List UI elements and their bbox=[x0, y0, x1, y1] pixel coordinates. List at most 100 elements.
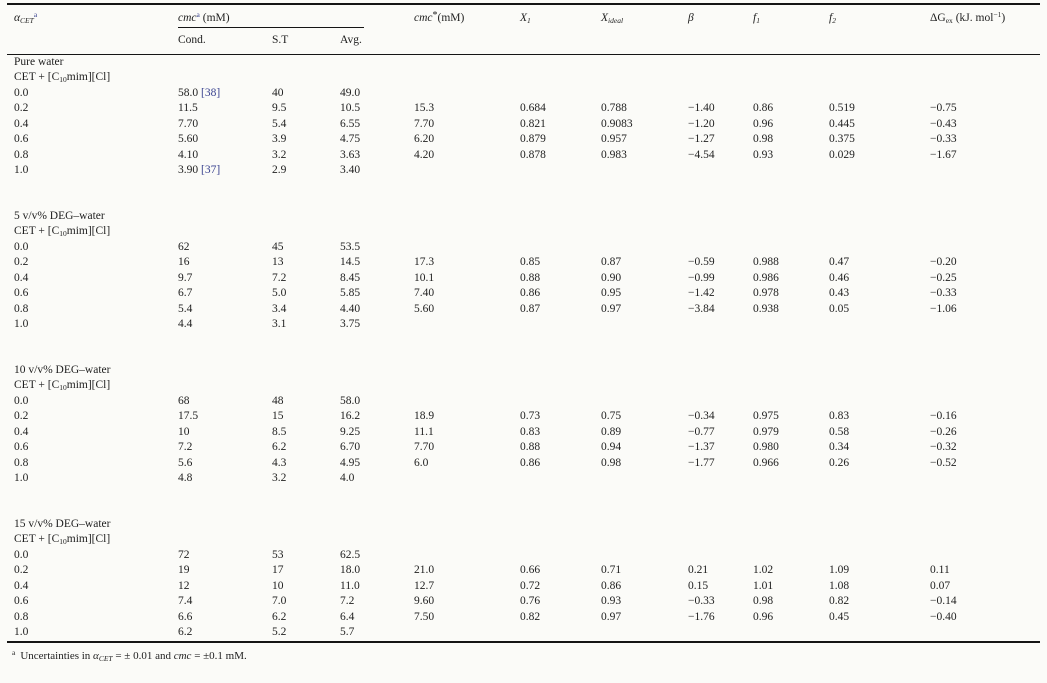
section-title: 15 v/v% DEG–water bbox=[14, 517, 111, 530]
cell-x-ideal: 0.93 bbox=[601, 595, 622, 607]
cell-cond: 58.0 [38] bbox=[178, 86, 221, 99]
cell-cmc-star: 5.60 bbox=[414, 302, 435, 315]
cell-alpha: 0.4 bbox=[14, 425, 29, 438]
cell-cond: 6.7 bbox=[178, 287, 193, 299]
cell-beta: −1.40 bbox=[688, 102, 715, 114]
section-title: 10 v/v% DEG–water bbox=[14, 363, 111, 376]
cell-beta bbox=[681, 471, 746, 487]
col-header-cmc-star: cmc*(mM) bbox=[414, 10, 465, 25]
table-body: Pure water CET + [C10mim][Cl] 0.0 58.0 [38]… bbox=[7, 54, 1040, 642]
data-row: 1.0 6.2 5.2 5.7 bbox=[7, 625, 1040, 642]
cell-f1: 0.96 bbox=[753, 117, 774, 130]
cell-avg: 3.40 bbox=[340, 164, 361, 176]
cell-x1: 0.82 bbox=[520, 610, 541, 623]
cell-cond: 9.7 bbox=[178, 271, 193, 284]
data-row: 0.2 16 13 14.5 17.3 0.85 0.87 −0.59 0.988 0.47 −0.… bbox=[7, 255, 1040, 271]
footnote-text: = ±0.1 mM. bbox=[191, 649, 247, 662]
system-label: CET + [C10mim][Cl] bbox=[14, 225, 111, 238]
cell-avg: 5.7 bbox=[340, 626, 355, 638]
cell-dg-ex: −0.14 bbox=[930, 595, 957, 607]
cell-dg-ex: −0.25 bbox=[930, 271, 957, 284]
cell-alpha: 0.2 bbox=[14, 564, 29, 576]
cell-cond: 3.90 [37] bbox=[178, 164, 221, 176]
cell-cond: 12 bbox=[178, 579, 190, 592]
cell-dg-ex bbox=[923, 240, 1040, 256]
cell-avg: 58.0 bbox=[340, 394, 361, 407]
cell-beta: 0.21 bbox=[688, 564, 709, 576]
col-header-dg-ex: ΔGex (kJ. mol−1) bbox=[930, 10, 1006, 25]
cell-dg-ex bbox=[923, 86, 1040, 102]
citation-link[interactable]: [38] bbox=[201, 86, 221, 99]
cell-dg-ex: −0.40 bbox=[930, 610, 957, 623]
cell-st: 48 bbox=[272, 394, 284, 407]
section-spacer-cell bbox=[7, 487, 1040, 517]
cell-x1: 0.88 bbox=[520, 271, 541, 284]
data-row: 0.0 62 45 53.5 bbox=[7, 240, 1040, 256]
footnote-marker-link[interactable]: a bbox=[196, 10, 200, 19]
cell-alpha: 0.4 bbox=[14, 579, 29, 592]
cell-avg: 14.5 bbox=[340, 256, 361, 268]
cell-f1 bbox=[746, 548, 822, 564]
cell-st: 15 bbox=[272, 410, 284, 422]
cell-alpha: 0.8 bbox=[14, 148, 29, 161]
cell-beta bbox=[681, 163, 746, 179]
cell-dg-ex: −0.16 bbox=[930, 410, 957, 422]
footnote-marker-link[interactable]: a bbox=[33, 10, 38, 19]
cell-dg-ex: −1.06 bbox=[930, 302, 957, 315]
cell-f1: 0.979 bbox=[753, 425, 779, 438]
section-spacer bbox=[7, 333, 1040, 363]
cell-f2 bbox=[822, 317, 923, 333]
cell-beta: −0.34 bbox=[688, 410, 715, 422]
data-row: 0.0 68 48 58.0 bbox=[7, 394, 1040, 410]
cell-st: 5.2 bbox=[272, 626, 287, 638]
cell-alpha: 0.8 bbox=[14, 610, 29, 623]
cell-st: 3.9 bbox=[272, 133, 287, 145]
cell-f2: 0.45 bbox=[829, 610, 850, 623]
cell-cmc-star: 9.60 bbox=[414, 595, 435, 607]
cell-dg-ex: 0.11 bbox=[930, 564, 950, 576]
cell-alpha: 0.4 bbox=[14, 117, 29, 130]
cell-x1: 0.83 bbox=[520, 425, 541, 438]
cell-avg: 6.70 bbox=[340, 441, 361, 453]
data-row: 0.8 5.6 4.3 4.95 6.0 0.86 0.98 −1.77 0.966 0.26 −0… bbox=[7, 456, 1040, 472]
cell-f2: 0.029 bbox=[829, 148, 855, 161]
cell-f2: 0.26 bbox=[829, 456, 850, 469]
cell-cond: 7.70 bbox=[178, 117, 199, 130]
data-row: 0.0 72 53 62.5 bbox=[7, 548, 1040, 564]
cell-cmc-star bbox=[407, 163, 513, 179]
system-label: CET + [C10mim][Cl] bbox=[14, 71, 111, 84]
data-row: 1.0 4.8 3.2 4.0 bbox=[7, 471, 1040, 487]
cell-beta: −0.59 bbox=[688, 256, 715, 268]
cell-avg: 11.0 bbox=[340, 579, 360, 592]
cell-st: 10 bbox=[272, 579, 284, 592]
cell-alpha: 1.0 bbox=[14, 472, 29, 484]
cell-avg: 4.40 bbox=[340, 302, 361, 315]
cell-x1 bbox=[513, 625, 594, 642]
cell-alpha: 0.2 bbox=[14, 102, 29, 114]
cell-f2 bbox=[822, 240, 923, 256]
cell-f1: 0.978 bbox=[753, 287, 779, 299]
cell-cond: 7.2 bbox=[178, 441, 193, 453]
cell-x-ideal bbox=[594, 163, 681, 179]
cell-f1: 0.988 bbox=[753, 256, 779, 268]
cell-f1: 1.01 bbox=[753, 579, 774, 592]
cell-x1 bbox=[513, 471, 594, 487]
data-row: 0.4 12 10 11.0 12.7 0.72 0.86 0.15 1.01 1.08 0.07 bbox=[7, 579, 1040, 595]
cell-x1: 0.878 bbox=[520, 148, 546, 161]
cell-x-ideal: 0.9083 bbox=[601, 117, 633, 130]
cell-x1: 0.879 bbox=[520, 133, 546, 145]
cell-st: 4.3 bbox=[272, 456, 287, 469]
cell-x-ideal: 0.983 bbox=[601, 148, 627, 161]
cell-dg-ex: −0.26 bbox=[930, 425, 957, 438]
citation-link[interactable]: [37] bbox=[201, 164, 221, 176]
cell-x1: 0.72 bbox=[520, 579, 541, 592]
cell-f2: 0.375 bbox=[829, 133, 855, 145]
data-row: 1.0 3.90 [37] 2.9 3.40 bbox=[7, 163, 1040, 179]
cell-cond: 4.4 bbox=[178, 318, 193, 330]
section-system-row: CET + [C10mim][Cl] bbox=[7, 378, 1040, 394]
cell-beta: −1.42 bbox=[688, 287, 715, 299]
cell-dg-ex bbox=[923, 548, 1040, 564]
cell-x-ideal: 0.957 bbox=[601, 133, 627, 145]
cell-f2: 0.58 bbox=[829, 425, 850, 438]
cell-x-ideal: 0.86 bbox=[601, 579, 622, 592]
